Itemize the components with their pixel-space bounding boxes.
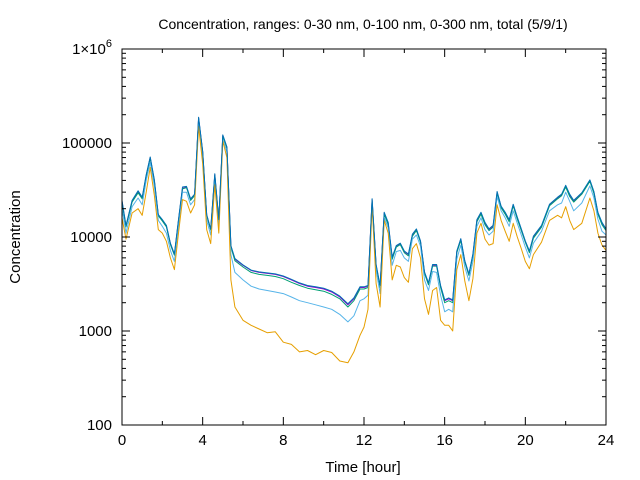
chart-title: Concentration, ranges: 0-30 nm, 0-100 nm… (158, 16, 567, 32)
y-tick-label: 1000 (79, 323, 112, 340)
y-tick-label: 100 (87, 417, 112, 434)
series-line-1 (121, 117, 607, 306)
axis-ticks (121, 48, 607, 426)
y-tick-label: 10000 (70, 229, 112, 246)
series-line-5 (121, 116, 607, 305)
y-axis-label: Concentration (7, 190, 24, 283)
series-line-3 (121, 120, 607, 323)
y-tick-label: 100000 (62, 135, 112, 152)
x-tick-label: 4 (198, 432, 206, 449)
x-tick-label: 16 (436, 432, 453, 449)
x-tick-label: 12 (356, 432, 373, 449)
x-axis-label: Time [hour] (325, 459, 400, 476)
x-tick-label: 20 (517, 432, 534, 449)
x-tick-label: 8 (279, 432, 287, 449)
series-line-2 (121, 118, 607, 308)
y-tick-label: 1×106 (72, 38, 112, 58)
series-line-4 (121, 125, 607, 364)
series-group (121, 116, 607, 364)
axis-tick-labels: 0 4 8 12 16 20 24 100 1000 10000 100000 1×106 (62, 38, 614, 449)
x-tick-label: 24 (598, 432, 615, 449)
x-tick-label: 0 (118, 432, 126, 449)
